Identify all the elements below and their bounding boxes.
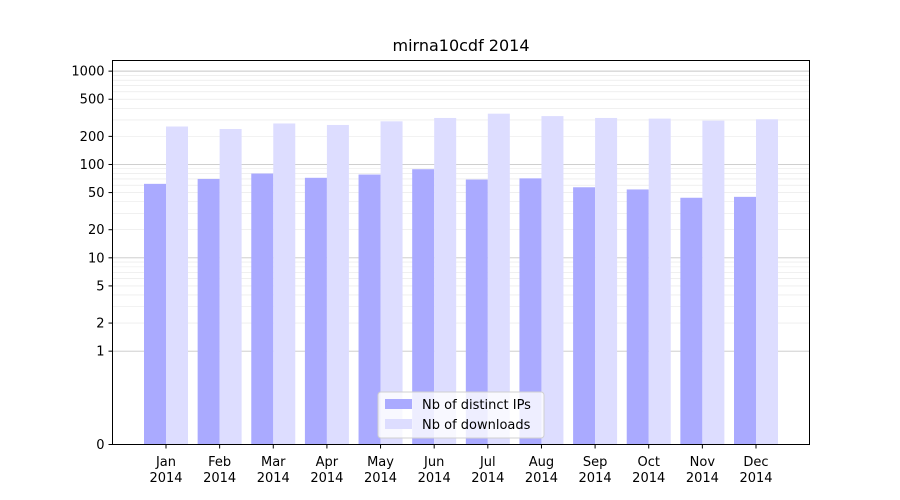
x-tick-month: Jul (479, 455, 496, 470)
bar-distinct-ips (465, 179, 488, 445)
bar-downloads (273, 123, 296, 445)
x-tick-label: Apr 2014 (310, 455, 343, 486)
x-tick-label: Jul 2014 (471, 455, 504, 486)
x-tick-month: Aug (529, 455, 554, 470)
x-tick-month: Nov (690, 455, 716, 470)
x-tick-label: Dec 2014 (739, 455, 772, 486)
bar-downloads (541, 116, 564, 445)
bar-distinct-ips (144, 183, 166, 445)
bar-downloads (166, 126, 188, 445)
bar-downloads (434, 117, 457, 445)
bar-distinct-ips (734, 196, 756, 445)
x-tick-month: Mar (261, 455, 286, 470)
bar-distinct-ips (251, 173, 274, 445)
y-tick-label: 1 (96, 345, 104, 360)
bar-downloads (219, 128, 242, 445)
x-tick-year: 2014 (471, 471, 504, 486)
bar-downloads (595, 117, 618, 445)
legend-label-distinct-ips: Nb of distinct IPs (422, 398, 531, 413)
y-tick-label: 5 (96, 279, 104, 294)
y-tick-label: 500 (80, 93, 105, 108)
bar-downloads (326, 124, 349, 445)
bar-downloads (648, 118, 671, 445)
y-tick-label: 20 (88, 223, 105, 238)
bar-distinct-ips (358, 174, 381, 445)
x-tick-year: 2014 (632, 471, 665, 486)
x-tick-month: Jun (423, 455, 444, 470)
x-tick-month: Apr (316, 455, 339, 470)
bar-distinct-ips (626, 189, 649, 445)
x-tick-month: Oct (637, 455, 659, 470)
x-tick-label: Oct 2014 (632, 455, 665, 486)
legend: Nb of distinct IPs Nb of downloads (377, 391, 545, 439)
bars (144, 113, 778, 445)
bar-downloads (702, 120, 725, 445)
y-tick-label: 1000 (71, 65, 104, 80)
x-tick-year: 2014 (418, 471, 451, 486)
x-tick-year: 2014 (525, 471, 558, 486)
y-tick-label: 0 (96, 438, 104, 453)
bar-distinct-ips (304, 177, 327, 445)
chart-title: mirna10cdf 2014 (392, 36, 529, 55)
x-tick-year: 2014 (686, 471, 719, 486)
y-axis: 0 1 2 5 10 20 50 100 200 500 1000 (71, 65, 113, 453)
bar-distinct-ips (519, 178, 542, 445)
x-tick-month: Jan (155, 455, 176, 470)
x-tick-label: Jan 2014 (149, 455, 182, 486)
y-tick-label: 50 (88, 186, 105, 201)
x-tick-year: 2014 (579, 471, 612, 486)
x-tick-month: Dec (743, 455, 768, 470)
y-tick-label: 10 (88, 251, 105, 266)
plot-frame (112, 60, 810, 445)
x-tick-label: Feb 2014 (203, 455, 236, 486)
x-tick-label: Jun 2014 (418, 455, 451, 486)
legend-box (377, 391, 545, 439)
x-tick-year: 2014 (739, 471, 772, 486)
legend-label-downloads: Nb of downloads (422, 418, 531, 433)
y-tick-label: 200 (80, 130, 105, 145)
y-tick-label: 100 (80, 158, 105, 173)
x-tick-label: Mar 2014 (257, 455, 290, 486)
x-tick-label: Aug 2014 (525, 455, 558, 486)
bar-distinct-ips (573, 187, 596, 445)
x-tick-year: 2014 (257, 471, 290, 486)
y-tick-label: 2 (96, 317, 104, 332)
legend-swatch-distinct-ips (385, 399, 412, 409)
x-tick-month: May (367, 455, 394, 470)
x-tick-year: 2014 (364, 471, 397, 486)
bar-downloads (380, 121, 403, 445)
legend-swatch-downloads (385, 419, 412, 429)
x-tick-year: 2014 (149, 471, 182, 486)
x-tick-month: Feb (208, 455, 231, 470)
bar-distinct-ips (197, 178, 220, 445)
bar-downloads (756, 119, 778, 445)
x-tick-year: 2014 (203, 471, 236, 486)
x-tick-year: 2014 (310, 471, 343, 486)
bar-distinct-ips (680, 197, 703, 445)
x-tick-month: Sep (583, 455, 608, 470)
x-tick-label: Sep 2014 (579, 455, 612, 486)
x-tick-label: Nov 2014 (686, 455, 719, 486)
bar-distinct-ips (412, 169, 435, 445)
x-tick-label: May 2014 (364, 455, 397, 486)
bar-downloads (487, 113, 510, 445)
